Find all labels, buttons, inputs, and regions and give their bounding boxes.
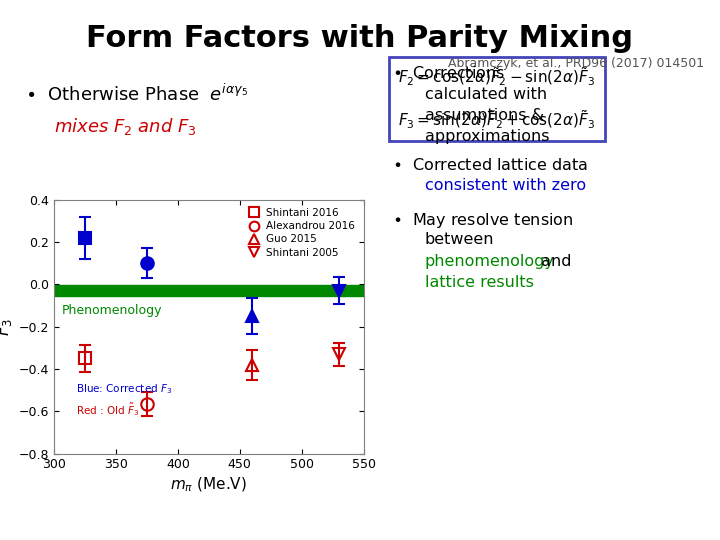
Text: $F_2 = \cos(2\alpha)\tilde{F}_2 - \sin(2\alpha)\tilde{F}_3$

$F_3 = \sin(2\alpha: $F_2 = \cos(2\alpha)\tilde{F}_2 - \sin(2…: [398, 66, 595, 131]
Text: lattice results: lattice results: [425, 275, 534, 291]
Text: between: between: [425, 232, 495, 247]
Text: calculated with: calculated with: [425, 87, 547, 103]
Legend: Shintani 2016, Alexandrou 2016, Guo 2015, Shintani 2005: Shintani 2016, Alexandrou 2016, Guo 2015…: [243, 205, 359, 261]
Text: mixes $F_2$ and $F_3$: mixes $F_2$ and $F_3$: [54, 116, 197, 137]
Text: consistent with zero: consistent with zero: [425, 178, 586, 193]
Text: Blue: Corrected $F_3$: Blue: Corrected $F_3$: [76, 382, 173, 396]
Text: Phenomenology: Phenomenology: [61, 305, 162, 318]
Text: $\bullet$  Corrected lattice data: $\bullet$ Corrected lattice data: [392, 157, 588, 173]
Text: and: and: [536, 254, 572, 269]
Text: $\bullet$  May resolve tension: $\bullet$ May resolve tension: [392, 211, 574, 229]
Text: phenomenology: phenomenology: [425, 254, 554, 269]
Bar: [54, 286, 364, 296]
Text: Form Factors with Parity Mixing: Form Factors with Parity Mixing: [86, 24, 634, 53]
Text: $\bullet$  Corrections: $\bullet$ Corrections: [392, 65, 505, 81]
Text: $\bullet$  Otherwise Phase  $e^{i\alpha\gamma_5}$: $\bullet$ Otherwise Phase $e^{i\alpha\ga…: [25, 84, 248, 105]
Y-axis label: $F_3$: $F_3$: [0, 318, 14, 336]
Text: Abramczyk, et al., PRD96 (2017) 014501: Abramczyk, et al., PRD96 (2017) 014501: [448, 57, 704, 70]
Text: Red : Old $\tilde{F}_3$: Red : Old $\tilde{F}_3$: [76, 401, 140, 418]
X-axis label: $m_{\pi}$ (Me.V): $m_{\pi}$ (Me.V): [171, 476, 247, 494]
Text: approximations: approximations: [425, 129, 549, 144]
Text: assumptions &: assumptions &: [425, 108, 544, 123]
